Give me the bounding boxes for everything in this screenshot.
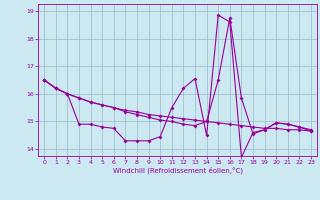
X-axis label: Windchill (Refroidissement éolien,°C): Windchill (Refroidissement éolien,°C) [113, 167, 243, 174]
